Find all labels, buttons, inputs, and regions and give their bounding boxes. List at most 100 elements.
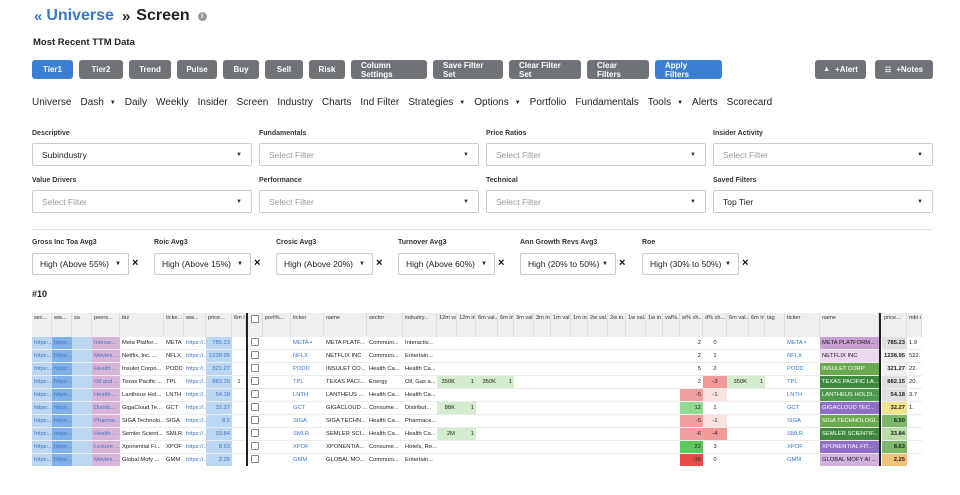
table-cell-ww2[interactable]: https://... — [184, 415, 206, 428]
ticker-link[interactable]: LNTH — [291, 389, 324, 402]
nav-alerts[interactable]: Alerts — [692, 97, 718, 108]
column-header-ticker[interactable]: ticker — [291, 313, 324, 337]
table-cell-ww2[interactable]: https://... — [184, 454, 206, 466]
column-header-6m-in[interactable]: 6m in... — [498, 313, 514, 337]
column-header-w-ch[interactable]: w% ch... — [680, 313, 703, 337]
clear-filter-set-button[interactable]: Clear Filter Set — [509, 60, 581, 79]
remove-filter-icon[interactable]: × — [619, 257, 626, 269]
table-cell-peers[interactable]: Health ... — [92, 389, 120, 402]
table-cell-peers[interactable]: Interac... — [92, 337, 120, 350]
column-header-3m-in[interactable]: 3m in... — [534, 313, 551, 337]
active-filter-ann-growth-revs-avg3-select[interactable]: High (20% to 50%) ▼ — [520, 253, 616, 275]
nav-ind-filter[interactable]: Ind Filter — [360, 97, 399, 108]
column-header-tag[interactable]: tag — [765, 313, 785, 337]
notes-icon[interactable]: ▪ — [308, 340, 313, 346]
table-cell-ww[interactable]: https:... — [52, 389, 72, 402]
row-checkbox[interactable] — [251, 351, 259, 360]
table-cell-sec[interactable]: https:... — [32, 363, 52, 376]
column-header-port[interactable]: port%... — [263, 313, 291, 337]
nav-portfolio[interactable]: Portfolio — [530, 97, 567, 108]
table-cell-peers[interactable]: Pharma... — [92, 415, 120, 428]
active-filter-roic-avg3-select[interactable]: High (Above 15%) ▼ — [154, 253, 251, 275]
table-cell-ww2[interactable]: https://... — [184, 350, 206, 363]
column-header-sec[interactable]: sec... — [32, 313, 52, 337]
column-header-name[interactable]: name — [324, 313, 367, 337]
nav-strategies[interactable]: Strategies ▼ — [408, 97, 465, 108]
column-header-biz[interactable]: biz — [120, 313, 164, 337]
ticker-link[interactable]: GMM — [291, 454, 324, 466]
table-cell-price[interactable]: 785.23 — [206, 337, 232, 350]
table-cell-ww2[interactable]: https://... — [184, 402, 206, 415]
nav-tools[interactable]: Tools ▼ — [648, 97, 683, 108]
row-checkbox[interactable] — [251, 442, 259, 451]
ticker-link[interactable]: GCT — [785, 402, 820, 415]
column-header-ticke[interactable]: ticke... — [164, 313, 184, 337]
table-cell-ww[interactable]: https:... — [52, 337, 72, 350]
table-cell-peers[interactable]: Movies ... — [92, 454, 120, 466]
row-checkbox[interactable] — [251, 455, 259, 464]
trend-button[interactable]: Trend — [129, 60, 171, 79]
buy-button[interactable]: Buy — [223, 60, 259, 79]
table-cell-peers[interactable]: Distrib... — [92, 402, 120, 415]
table-cell-_cb[interactable] — [249, 389, 263, 402]
table-cell-price[interactable]: 54.18 — [206, 389, 232, 402]
table-cell-peers[interactable]: Oil and ... — [92, 376, 120, 389]
column-header-6m-in[interactable]: 6m in... — [232, 313, 246, 337]
table-cell-ww[interactable]: https:... — [52, 402, 72, 415]
column-header-1w-val[interactable]: 1w val... — [626, 313, 646, 337]
table-cell-price[interactable]: 1238.95 — [206, 350, 232, 363]
table-cell-ww[interactable]: https:... — [52, 363, 72, 376]
tier1-button[interactable]: Tier1 — [32, 60, 73, 79]
column-header-peers[interactable]: peers... — [92, 313, 120, 337]
table-cell-price[interactable]: 8.5 — [206, 415, 232, 428]
column-header-blank[interactable] — [249, 313, 263, 337]
column-header-3m-val[interactable]: 3m val... — [514, 313, 534, 337]
column-header-val[interactable]: val%... — [663, 313, 680, 337]
active-filter-crosic-avg3-select[interactable]: High (Above 20%) ▼ — [276, 253, 373, 275]
table-cell-_cb[interactable] — [249, 415, 263, 428]
ticker-link[interactable]: SMLR — [785, 428, 820, 441]
table-cell-ww[interactable]: https:... — [52, 428, 72, 441]
table-cell-price[interactable]: 321.27 — [206, 363, 232, 376]
column-header-name[interactable]: name — [820, 313, 879, 337]
filter-value-drivers-select[interactable]: Select Filter ▼ — [32, 190, 252, 213]
ticker-link[interactable]: PODD — [291, 363, 324, 376]
select-all-checkbox[interactable] — [251, 315, 259, 323]
column-header-1m-in[interactable]: 1m in... — [571, 313, 588, 337]
nav-dash[interactable]: Dash ▼ — [80, 97, 115, 108]
nav-insider[interactable]: Insider — [198, 97, 228, 108]
table-cell-ww[interactable]: https:... — [52, 454, 72, 466]
notes-button[interactable]: ☷ +Notes — [875, 60, 933, 79]
column-header-ticker[interactable]: ticker — [785, 313, 820, 337]
table-cell-ww[interactable]: https:... — [52, 376, 72, 389]
ticker-link[interactable]: NFLX — [785, 350, 820, 363]
column-header-ww[interactable]: ww... — [52, 313, 72, 337]
column-header-1m-val[interactable]: 1m val... — [551, 313, 571, 337]
active-filter-turnover-avg3-select[interactable]: High (Above 60%) ▼ — [398, 253, 495, 275]
filter-performance-select[interactable]: Select Filter ▼ — [259, 190, 479, 213]
row-checkbox[interactable] — [251, 416, 259, 425]
table-cell-peers[interactable]: Movies ... — [92, 350, 120, 363]
notes-icon[interactable]: ▪ — [802, 340, 807, 346]
ticker-link[interactable]: GMM — [785, 454, 820, 466]
table-cell-sec[interactable]: https:... — [32, 376, 52, 389]
table-cell-_cb[interactable] — [249, 454, 263, 466]
nav-industry[interactable]: Industry — [277, 97, 313, 108]
column-header-6m-in[interactable]: 6m in... — [749, 313, 765, 337]
table-cell-ww[interactable]: https:... — [52, 350, 72, 363]
ticker-link[interactable]: XPOF — [785, 441, 820, 454]
table-cell-price[interactable]: 2.25 — [206, 454, 232, 466]
row-checkbox[interactable] — [251, 429, 259, 438]
remove-filter-icon[interactable]: × — [742, 257, 749, 269]
filter-price-ratios-select[interactable]: Select Filter ▼ — [486, 143, 706, 166]
column-header-sa[interactable]: sa — [72, 313, 92, 337]
column-header-price[interactable]: price... — [206, 313, 232, 337]
column-header-d-ch[interactable]: d% ch... — [703, 313, 727, 337]
column-header-1w-in[interactable]: 1w in... — [646, 313, 663, 337]
ticker-link[interactable]: GCT — [291, 402, 324, 415]
table-cell-peers[interactable]: Leisure ... — [92, 441, 120, 454]
row-checkbox[interactable] — [251, 390, 259, 399]
table-cell-ww2[interactable]: https://... — [184, 428, 206, 441]
ticker-link[interactable]: TPL — [291, 376, 324, 389]
table-cell-sec[interactable]: https:... — [32, 428, 52, 441]
